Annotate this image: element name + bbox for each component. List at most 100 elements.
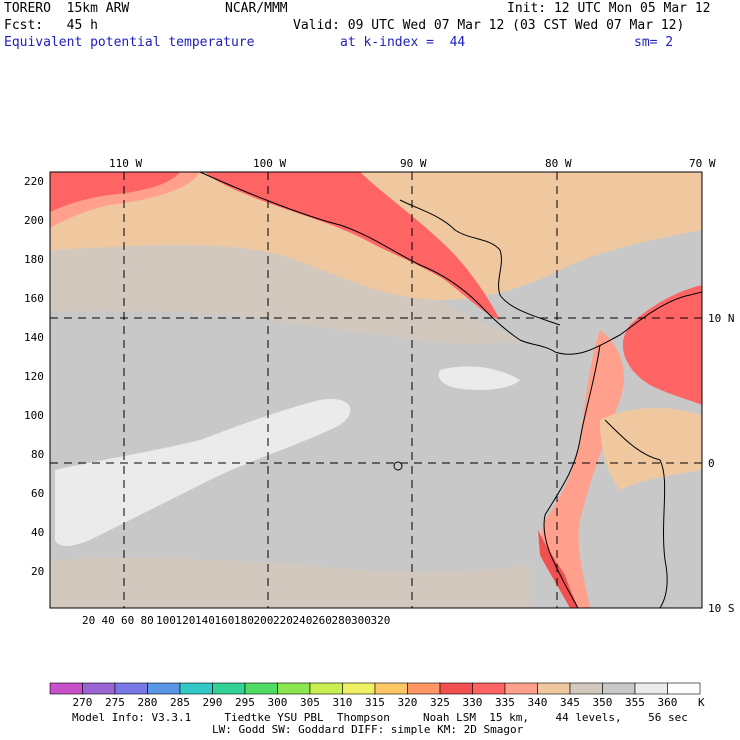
colorbar-swatch xyxy=(179,682,213,695)
x-tick-label: 320 xyxy=(370,614,391,627)
colorbar-label: 270 xyxy=(72,696,93,709)
y-tick-label: 180 xyxy=(24,253,44,266)
x-tick-label: 220 xyxy=(273,614,293,627)
x-tick-label: 120 xyxy=(175,614,196,627)
colorbar-swatch xyxy=(277,682,311,695)
y-tick-label: 120 xyxy=(24,370,44,383)
y-tick-label: 40 xyxy=(31,526,45,539)
colorbar-label: 280 xyxy=(137,696,158,709)
cool-patch-central xyxy=(438,366,520,390)
warm-tan-band xyxy=(50,245,520,345)
map-frame xyxy=(49,171,703,609)
colorbar-label: 355 xyxy=(625,696,645,709)
colorbar-label: 315 xyxy=(365,696,385,709)
x-tick-label: 80 xyxy=(140,614,154,627)
y-tick-label: 100 xyxy=(24,409,44,422)
y-tick-label: 160 xyxy=(24,292,44,305)
coastlines xyxy=(199,171,703,609)
colorbar-label: 285 xyxy=(170,696,190,709)
colorbar-swatch xyxy=(309,682,343,695)
colorbar-label: 290 xyxy=(202,696,223,709)
y-tick-label: 20 xyxy=(31,565,45,578)
lat-label-10s: 10 S xyxy=(708,602,735,615)
warm-core-andes-north xyxy=(622,285,702,405)
colorbar-swatch xyxy=(212,682,246,695)
x-tick-label: 200 xyxy=(253,614,274,627)
border-interior xyxy=(604,419,668,609)
colorbar-swatch xyxy=(342,682,376,695)
warm-band-andes xyxy=(541,330,624,608)
lat-label-0: 0 xyxy=(708,457,715,470)
x-tick-label: 180 xyxy=(234,614,254,627)
level-label: at k-index = 44 xyxy=(340,35,466,50)
tan-patch-south xyxy=(50,558,530,608)
colorbar-swatch xyxy=(147,682,181,695)
x-tick-label: 140 xyxy=(195,614,215,627)
colorbar-label: 330 xyxy=(462,696,483,709)
y-tick-label: 140 xyxy=(24,331,44,344)
coastline-mexico xyxy=(199,171,556,353)
y-tick-label: 60 xyxy=(31,487,45,500)
init-time: Init: 12 UTC Mon 05 Mar 12 xyxy=(507,1,711,16)
colorbar-swatch xyxy=(439,682,473,695)
colorbar-swatch xyxy=(537,682,571,695)
colorbar-swatch xyxy=(244,682,278,695)
colorbar-label: 300 xyxy=(267,696,288,709)
warm-core-peru xyxy=(538,530,578,608)
lon-label-110w: 110 W xyxy=(109,157,143,170)
colorbar-label: 295 xyxy=(235,696,255,709)
y-tick-label: 200 xyxy=(24,214,44,227)
tan-south-america xyxy=(600,408,702,490)
colorbar-label: 335 xyxy=(495,696,515,709)
colorbar-label: 360 xyxy=(657,696,678,709)
colorbar-swatch xyxy=(602,682,636,695)
coastline-south-america xyxy=(543,291,703,609)
x-tick-label: 100 xyxy=(156,614,176,627)
lon-label-70w: 70 W xyxy=(689,157,716,170)
valid-time: Valid: 09 UTC Wed 07 Mar 12 (03 CST Wed … xyxy=(293,18,685,33)
colorbar-label: 310 xyxy=(332,696,353,709)
coastline-caribbean xyxy=(399,199,561,326)
colorbar-label: 305 xyxy=(300,696,320,709)
lon-label-80w: 80 W xyxy=(545,157,572,170)
colorbar-swatch xyxy=(49,682,83,695)
x-tick-label: 160 xyxy=(214,614,235,627)
field-name: Equivalent potential temperature xyxy=(4,35,255,50)
colorbar-label: 350 xyxy=(592,696,613,709)
y-tick-label: 220 xyxy=(24,175,44,188)
colorbar-label: 340 xyxy=(527,696,548,709)
warm-core-nw xyxy=(50,172,180,212)
colorbar-unit: K xyxy=(698,696,705,709)
x-tick-label: 20 xyxy=(82,614,96,627)
smooth-label: sm= 2 xyxy=(634,35,674,50)
colorbar-swatch xyxy=(667,682,701,695)
colorbar-swatch xyxy=(374,682,408,695)
y-tick-label: 80 xyxy=(31,448,45,461)
colorbar-swatch xyxy=(634,682,668,695)
lat-label-10n: 10 N xyxy=(708,312,735,325)
forecast-hour: Fcst: 45 h xyxy=(4,18,98,33)
x-tick-label: 60 xyxy=(121,614,135,627)
lon-label-90w: 90 W xyxy=(400,157,427,170)
colorbar-swatch xyxy=(82,682,116,695)
x-tick-label: 280 xyxy=(331,614,352,627)
x-tick-label: 240 xyxy=(292,614,313,627)
colorbar-label: 345 xyxy=(560,696,580,709)
center-title: NCAR/MMM xyxy=(225,1,288,16)
colorbar-swatch xyxy=(407,682,441,695)
colorbar-swatch xyxy=(569,682,603,695)
colorbar-label: 275 xyxy=(105,696,125,709)
colorbar-swatch xyxy=(472,682,506,695)
model-title: TORERO 15km ARW xyxy=(4,1,130,16)
cool-patch-southwest xyxy=(55,399,351,546)
colorbar-label: 325 xyxy=(430,696,450,709)
colorbar-swatch xyxy=(504,682,538,695)
island-galapagos xyxy=(393,461,403,471)
colorbar xyxy=(49,682,701,695)
lon-label-100w: 100 W xyxy=(253,157,287,170)
model-info: Model Info: V3.3.1 Tiedtke YSU PBL Thomp… xyxy=(72,711,688,724)
colorbar-swatch xyxy=(114,682,148,695)
x-tick-label: 300 xyxy=(351,614,371,627)
graticule xyxy=(50,172,702,608)
